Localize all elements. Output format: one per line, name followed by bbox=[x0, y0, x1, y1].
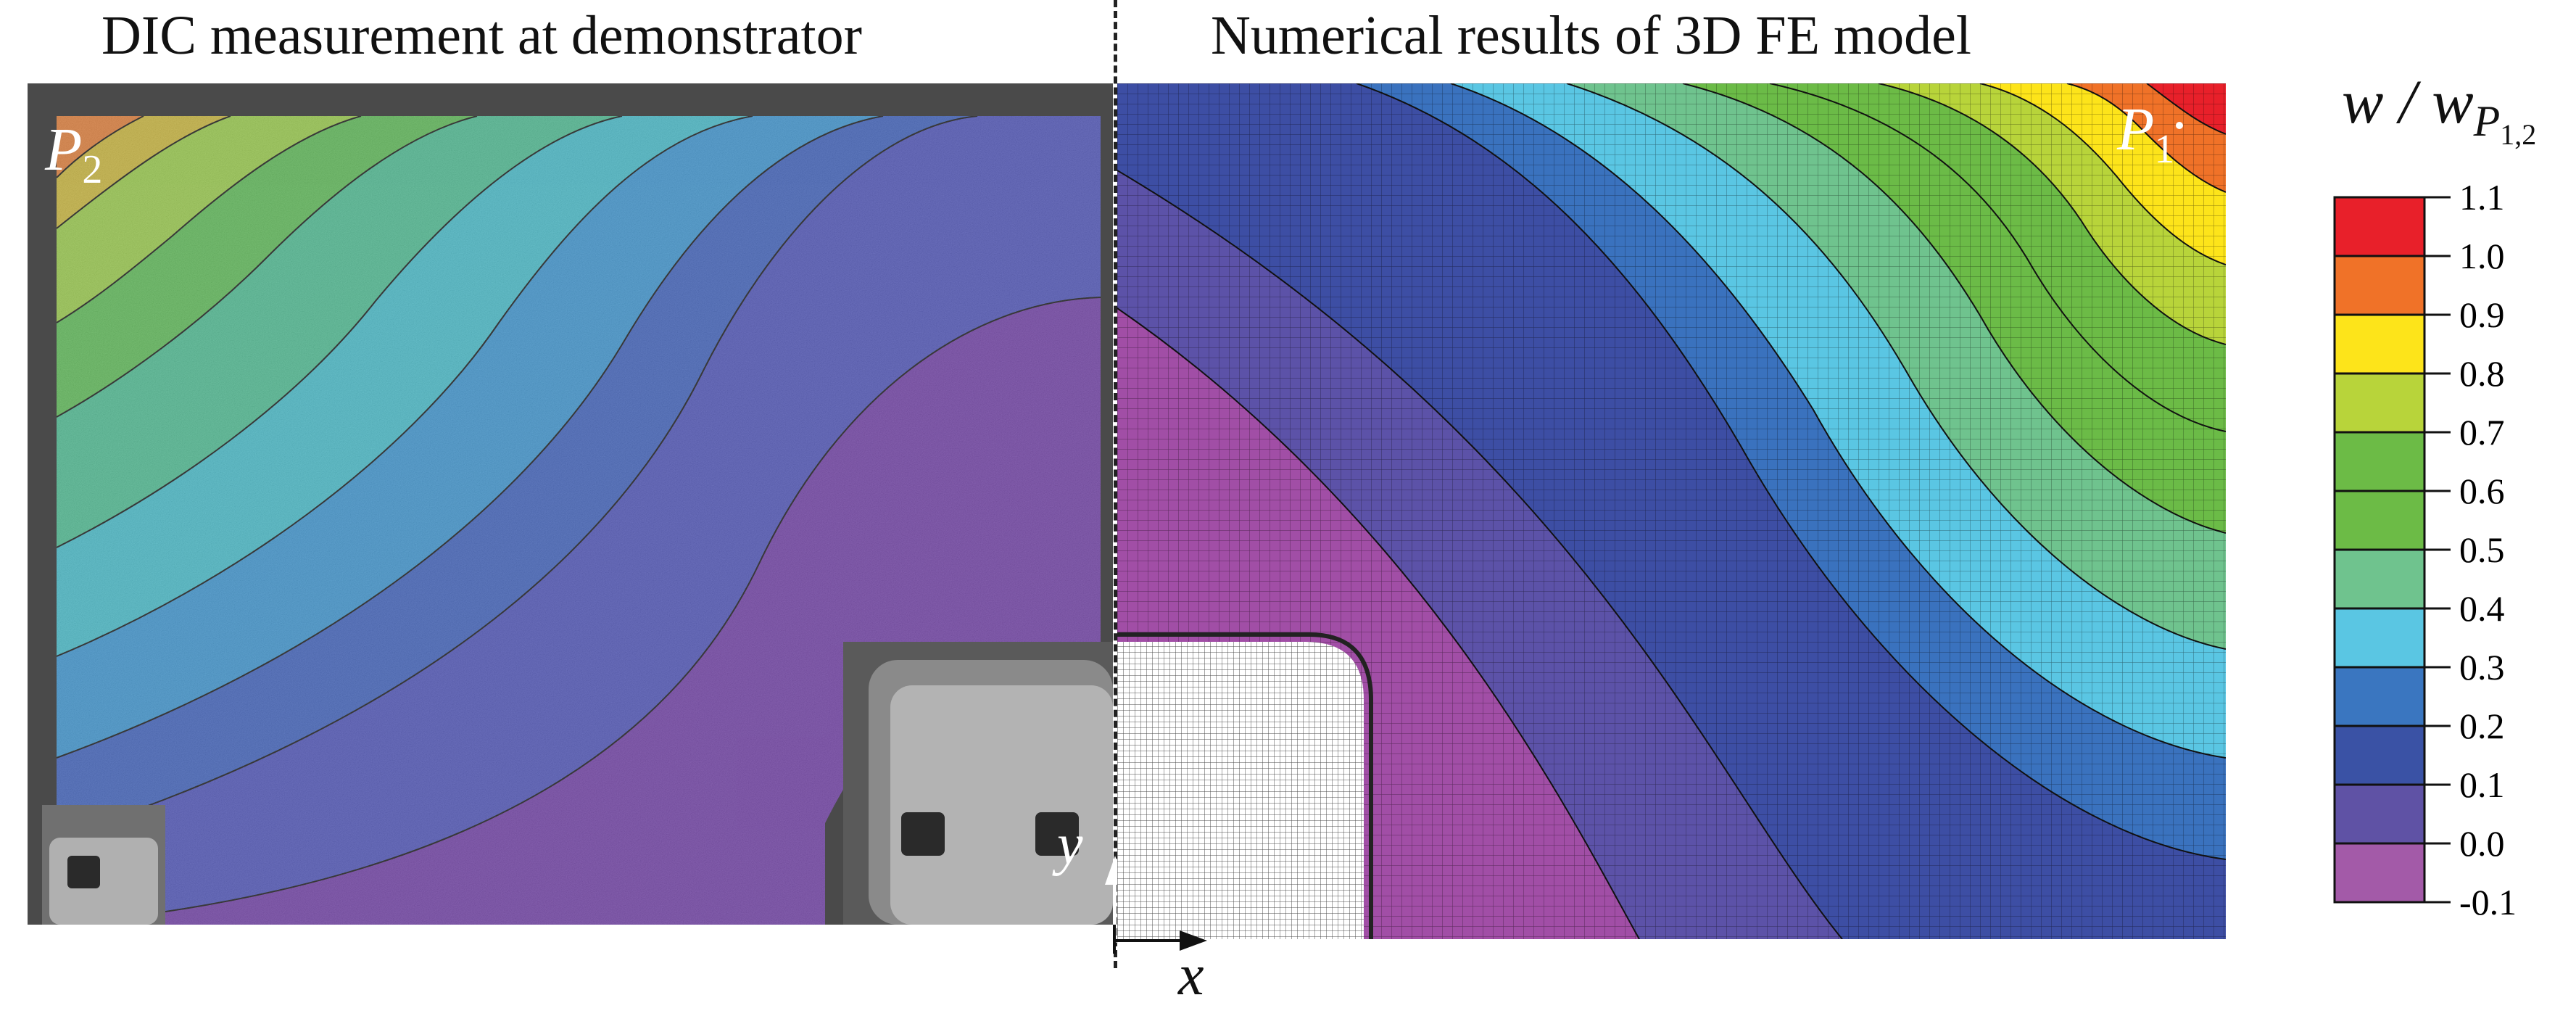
colorbar-band bbox=[2333, 372, 2426, 434]
dic-measurement-image bbox=[28, 83, 1113, 925]
colorbar-scale: 1.1 1.0 0.9 0.8 0.7 0.6 0.5 0.4 0.3 0.2 0.1 0.0 -0.1 bbox=[2333, 177, 2517, 922]
dic-panel-title: DIC measurement at demonstrator bbox=[102, 5, 862, 66]
colorbar-tick-label: 0.6 bbox=[2459, 471, 2505, 511]
colorbar-tick-label: 0.7 bbox=[2459, 412, 2505, 453]
colorbar-band bbox=[2333, 724, 2426, 786]
fe-model-image bbox=[1117, 83, 2226, 939]
colorbar-band bbox=[2333, 313, 2426, 375]
colorbar-band bbox=[2333, 196, 2426, 257]
fe-clamp-cutout bbox=[1117, 632, 1373, 939]
colorbar-band bbox=[2333, 783, 2426, 845]
colorbar-band bbox=[2333, 548, 2426, 610]
colorbar-tick-label: 0.8 bbox=[2459, 353, 2505, 394]
dic-contour-plot bbox=[28, 83, 1113, 925]
fe-contour-plot bbox=[1117, 83, 2226, 939]
colorbar-tick-label: -0.1 bbox=[2459, 882, 2517, 922]
colorbar-band bbox=[2333, 607, 2426, 669]
x-axis-label: x bbox=[1178, 944, 1204, 1007]
colorbar-tick-label: 1.1 bbox=[2459, 177, 2505, 218]
x-axis-arrow bbox=[1113, 925, 1207, 954]
colorbar-tick-label: 0.5 bbox=[2459, 529, 2505, 570]
colorbar-tick-label: 0.9 bbox=[2459, 294, 2505, 335]
colorbar-title-sub: P bbox=[2473, 97, 2501, 145]
colorbar-title-main: w / w bbox=[2342, 67, 2474, 136]
point-p2-label: P2 bbox=[45, 115, 102, 193]
colorbar-tick-label: 0.4 bbox=[2459, 588, 2505, 629]
colorbar-title-subsub: 1,2 bbox=[2500, 118, 2537, 151]
y-axis-label: y bbox=[1057, 813, 1083, 877]
clamp-hardware-left bbox=[42, 805, 165, 925]
p2-letter: P bbox=[45, 116, 83, 183]
colorbar-tick-label: 0.3 bbox=[2459, 647, 2505, 688]
clamp-hardware-right bbox=[843, 642, 1113, 925]
colorbar-tick-label: 0.2 bbox=[2459, 706, 2505, 746]
colorbar-title: w / wP1,2 bbox=[2342, 65, 2536, 152]
colorbar-band bbox=[2333, 255, 2426, 316]
colorbar-tick-label: 0.1 bbox=[2459, 764, 2505, 805]
colorbar-band bbox=[2333, 490, 2426, 551]
colorbar: w / wP1,2 1.1 1.0 0.9 0.8 0.7 0.6 0.5 0.4 0.3 0.2… bbox=[2291, 65, 2567, 936]
point-p1-label: P1 bbox=[2117, 94, 2174, 173]
p1-letter: P bbox=[2117, 96, 2155, 163]
colorbar-band bbox=[2333, 431, 2426, 492]
colorbar-tick-label: 0.0 bbox=[2459, 823, 2505, 864]
colorbar-band bbox=[2333, 666, 2426, 727]
p2-subscript: 2 bbox=[82, 146, 103, 192]
colorbar-band bbox=[2333, 842, 2426, 904]
p1-subscript: 1 bbox=[2154, 126, 2175, 172]
fe-panel-title: Numerical results of 3D FE model bbox=[1211, 5, 1972, 66]
colorbar-tick-label: 1.0 bbox=[2459, 236, 2505, 276]
panel-divider bbox=[1114, 0, 1117, 968]
